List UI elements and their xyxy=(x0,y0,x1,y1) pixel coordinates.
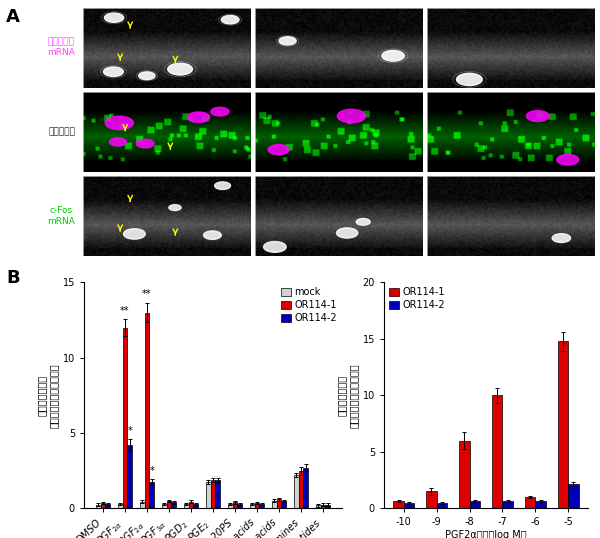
Circle shape xyxy=(124,229,145,239)
Bar xyxy=(122,328,127,508)
Circle shape xyxy=(552,233,571,243)
Bar xyxy=(206,482,211,508)
Bar xyxy=(250,504,254,508)
Text: 嗅覚受容体
mRNA: 嗅覚受容体 mRNA xyxy=(47,38,75,57)
Bar xyxy=(459,441,470,508)
Text: *: * xyxy=(127,427,132,436)
Text: *: * xyxy=(149,466,154,476)
Text: **: ** xyxy=(142,289,152,299)
Bar xyxy=(127,445,132,508)
Bar xyxy=(492,395,502,508)
Text: A: A xyxy=(6,8,20,26)
Bar xyxy=(188,501,193,508)
Bar xyxy=(404,502,415,508)
Text: OR114-1: OR114-1 xyxy=(92,0,134,7)
Bar xyxy=(238,504,242,508)
Bar xyxy=(145,313,149,508)
X-axis label: PGF2α濃度（log M）: PGF2α濃度（log M） xyxy=(445,530,527,538)
Bar xyxy=(149,482,154,508)
Bar xyxy=(294,475,299,508)
Bar xyxy=(272,501,277,508)
Bar xyxy=(140,501,145,508)
Bar xyxy=(259,504,264,508)
Legend: OR114-1, OR114-2: OR114-1, OR114-2 xyxy=(389,287,445,310)
Circle shape xyxy=(382,51,404,61)
Text: 重ね合わせ: 重ね合わせ xyxy=(48,128,75,136)
Text: **: ** xyxy=(120,306,130,316)
Bar xyxy=(320,505,325,508)
Bar xyxy=(193,504,198,508)
Circle shape xyxy=(169,204,181,210)
Y-axis label: 受容体活性化能
（ルシフェラーゼ活性）: 受容体活性化能 （ルシフェラーゼ活性） xyxy=(337,363,358,428)
Bar xyxy=(215,480,220,508)
Text: c-Fos
mRNA: c-Fos mRNA xyxy=(47,207,75,226)
Bar xyxy=(254,503,259,508)
Bar xyxy=(470,501,480,508)
Bar xyxy=(106,504,110,508)
Bar xyxy=(325,505,330,508)
Bar xyxy=(101,503,106,508)
Circle shape xyxy=(139,72,155,80)
Bar xyxy=(172,502,176,508)
Text: OR113-1: OR113-1 xyxy=(436,0,479,7)
Circle shape xyxy=(110,138,127,146)
Bar xyxy=(426,492,437,508)
Circle shape xyxy=(203,231,221,239)
Circle shape xyxy=(526,111,549,122)
Circle shape xyxy=(136,139,154,148)
Circle shape xyxy=(211,107,229,116)
Circle shape xyxy=(279,37,296,45)
Bar xyxy=(96,505,101,508)
Bar xyxy=(211,480,215,508)
Legend: mock, OR114-1, OR114-2: mock, OR114-1, OR114-2 xyxy=(281,287,337,323)
Text: OR112-1: OR112-1 xyxy=(264,0,307,7)
Bar xyxy=(277,499,281,508)
Circle shape xyxy=(263,242,286,252)
Circle shape xyxy=(168,63,193,75)
Y-axis label: 受容体活性化能
（ルシフェラーゼ活性）: 受容体活性化能 （ルシフェラーゼ活性） xyxy=(37,363,58,428)
Bar xyxy=(233,502,238,508)
Bar xyxy=(437,502,447,508)
Bar xyxy=(316,505,320,508)
Bar xyxy=(118,504,122,508)
Text: B: B xyxy=(6,269,20,287)
Bar xyxy=(167,501,172,508)
Bar xyxy=(304,468,308,508)
Circle shape xyxy=(337,109,365,123)
Circle shape xyxy=(188,112,209,123)
Bar xyxy=(568,484,579,508)
Circle shape xyxy=(457,73,482,86)
Bar xyxy=(557,341,568,508)
Circle shape xyxy=(104,13,124,23)
Circle shape xyxy=(557,154,579,165)
Bar xyxy=(525,497,535,508)
Bar xyxy=(535,501,546,508)
Bar xyxy=(228,504,233,508)
Circle shape xyxy=(337,228,358,238)
Bar xyxy=(393,501,404,508)
Circle shape xyxy=(221,16,239,24)
Bar xyxy=(502,501,513,508)
Circle shape xyxy=(268,145,289,154)
Bar xyxy=(184,504,188,508)
Circle shape xyxy=(105,116,133,130)
Circle shape xyxy=(356,218,370,225)
Bar xyxy=(299,471,304,508)
Bar xyxy=(162,504,167,508)
Bar xyxy=(281,501,286,508)
Circle shape xyxy=(215,182,230,189)
Circle shape xyxy=(104,67,124,76)
